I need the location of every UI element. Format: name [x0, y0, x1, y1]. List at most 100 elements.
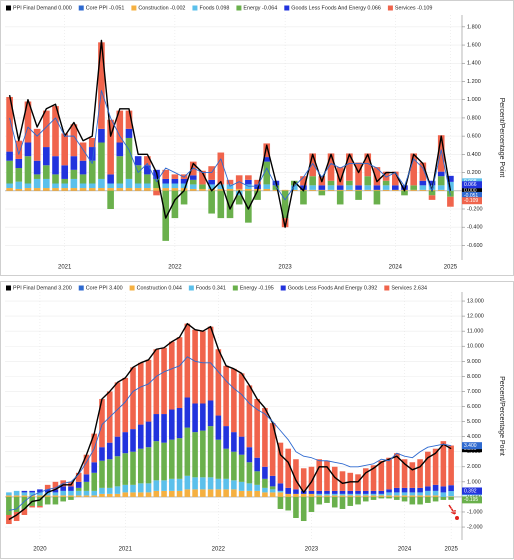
bar-segment	[269, 475, 276, 487]
bar-segment	[144, 174, 151, 184]
bar-segment	[13, 490, 20, 496]
bar-segment	[417, 496, 423, 505]
legend-label: Core PPI -0.051	[86, 5, 125, 11]
bar-segment	[215, 349, 222, 416]
y-tick-label: -0.400	[467, 225, 483, 231]
bar-segment	[106, 487, 113, 494]
bar-segment	[37, 495, 43, 497]
bar-segment	[6, 492, 12, 496]
bar-segment	[184, 323, 191, 398]
bar-segment	[145, 483, 152, 493]
bar-segment	[13, 511, 20, 522]
bar-segment	[161, 490, 167, 497]
end-tag-label: 0.392	[464, 488, 477, 494]
bar-segment	[75, 490, 82, 496]
bar-segment	[327, 189, 335, 191]
bar-segment	[70, 178, 78, 189]
end-tag	[462, 187, 482, 195]
bar-segment	[189, 175, 197, 180]
bar-segment	[6, 151, 13, 161]
bar-segment	[263, 184, 271, 189]
bar-segment	[21, 508, 28, 515]
bar-segment	[43, 165, 50, 179]
bar-segment	[130, 367, 136, 430]
bar-segment	[362, 468, 369, 491]
bar-segment	[106, 459, 113, 488]
bar-segment	[378, 490, 385, 494]
bar-segment	[378, 495, 385, 497]
bar-segment	[107, 188, 114, 191]
x-tick-label: 2022	[212, 547, 226, 553]
bar-segment	[246, 447, 253, 463]
bar-segment	[107, 190, 114, 209]
bar-segment	[262, 487, 268, 493]
bar-segment	[231, 489, 237, 497]
bar-segment	[37, 505, 43, 508]
bar-segment	[79, 160, 87, 175]
legend-label: Construction 0.044	[137, 285, 182, 291]
bar-segment	[346, 180, 353, 186]
bar-segment	[116, 183, 124, 189]
bar-segment	[21, 496, 28, 509]
bar-segment	[425, 451, 431, 487]
bar-segment	[116, 110, 124, 143]
end-tag	[462, 191, 482, 199]
bar-segment	[281, 190, 289, 219]
y-tick-label: 1.400	[467, 61, 481, 67]
bar-segment	[346, 185, 353, 190]
bar-segment	[60, 495, 66, 497]
y-tick-label: 7.000	[467, 389, 481, 395]
bar-segment	[44, 492, 51, 496]
end-tag	[462, 442, 482, 450]
bar-segment	[145, 447, 152, 484]
bar-segment	[308, 490, 315, 494]
bar-segment	[285, 493, 291, 497]
bar-segment	[440, 492, 447, 497]
bar-segment	[347, 493, 354, 496]
bar-segment	[336, 185, 344, 190]
bar-segment	[162, 183, 170, 189]
bar-segment	[207, 477, 214, 490]
bar-segment	[176, 490, 183, 497]
bar-segment	[144, 183, 151, 189]
bar-segment	[52, 495, 59, 497]
legend-swatch	[131, 5, 137, 11]
bar-segment	[425, 490, 431, 496]
bar-segment	[410, 185, 417, 190]
bar-segment	[448, 445, 454, 486]
y-tick-label: -0.600	[467, 243, 483, 249]
series-line	[9, 90, 451, 201]
y-tick-label: 1.600	[467, 43, 481, 49]
bar-segment	[153, 490, 160, 497]
bar-segment	[43, 110, 50, 148]
bar-segment	[137, 448, 144, 484]
bar-segment	[37, 492, 43, 496]
bar-segment	[122, 492, 129, 497]
bar-segment	[13, 495, 20, 497]
y-tick-label: 10.000	[467, 344, 484, 350]
bar-segment	[327, 180, 335, 186]
bar-segment	[79, 142, 87, 161]
bar-segment	[29, 492, 35, 496]
bar-segment	[428, 190, 436, 196]
legend-swatch	[129, 285, 135, 291]
bar-segment	[75, 472, 82, 482]
bar-segment	[144, 156, 151, 166]
bar-segment	[277, 483, 284, 491]
bar-segment	[88, 137, 96, 148]
bar-segment	[70, 156, 78, 170]
bar-segment	[145, 492, 152, 497]
bar-segment	[401, 487, 408, 493]
bar-segment	[448, 496, 454, 497]
bar-segment	[355, 490, 361, 494]
bar-segment	[285, 496, 291, 511]
bar-segment	[33, 160, 41, 175]
bar-segment	[417, 487, 423, 493]
bar-segment	[79, 188, 87, 191]
y-tick-label: 4.000	[467, 434, 481, 440]
bar-segment	[417, 492, 423, 496]
bar-segment	[448, 491, 454, 497]
bar-segment	[130, 429, 136, 452]
bar-segment	[419, 185, 427, 190]
